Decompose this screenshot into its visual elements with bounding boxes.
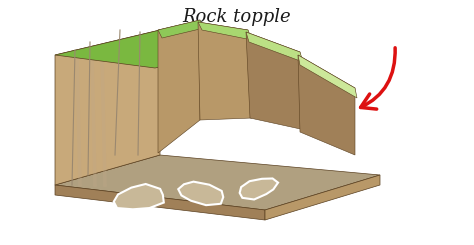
Polygon shape bbox=[198, 22, 252, 120]
Polygon shape bbox=[198, 22, 252, 40]
Polygon shape bbox=[246, 32, 305, 130]
Text: Rock topple: Rock topple bbox=[182, 8, 292, 26]
Polygon shape bbox=[114, 184, 164, 209]
Polygon shape bbox=[55, 30, 160, 185]
Polygon shape bbox=[55, 155, 380, 210]
Polygon shape bbox=[240, 178, 278, 199]
Polygon shape bbox=[55, 185, 265, 220]
Polygon shape bbox=[265, 175, 380, 220]
Polygon shape bbox=[158, 20, 200, 153]
Polygon shape bbox=[246, 32, 303, 62]
Polygon shape bbox=[298, 55, 355, 155]
Polygon shape bbox=[158, 20, 204, 38]
Polygon shape bbox=[55, 30, 255, 68]
Polygon shape bbox=[178, 182, 223, 205]
Polygon shape bbox=[298, 55, 357, 98]
FancyArrowPatch shape bbox=[361, 48, 395, 109]
